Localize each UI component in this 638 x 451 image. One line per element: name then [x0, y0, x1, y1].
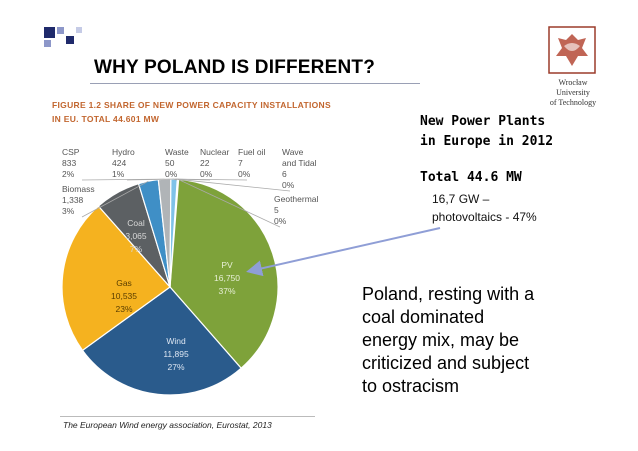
pie-slices	[61, 178, 279, 396]
label-coal-percent: 7%	[130, 244, 143, 254]
pie-slice-wind	[81, 286, 242, 396]
leader-line-wave-and-tidal	[176, 178, 291, 192]
pie-slice-gas	[61, 205, 171, 352]
university-name: Wrocław University of Technology	[538, 78, 608, 108]
label-geothermal-percent: 0%	[274, 216, 287, 226]
label-wave-name-line2: and Tidal	[282, 158, 317, 168]
label-fueloil-name: Fuel oil	[238, 147, 266, 157]
corner-square-1	[44, 27, 55, 38]
label-gas-value: 10,535	[111, 291, 137, 301]
label-wave-percent: 0%	[282, 180, 295, 190]
university-name-line: Wrocław	[558, 78, 588, 87]
pointer-arrow-line	[246, 227, 441, 277]
poland-statement: Poland, resting with a coal dominated en…	[362, 283, 582, 398]
label-nuclear-name: Nuclear	[200, 147, 229, 157]
external-labels: CSP 833 2% Hydro 424 1% Waste 50 0% Nucl…	[62, 147, 319, 226]
leader-lines	[81, 178, 291, 228]
label-geothermal-name: Geothermal	[274, 194, 319, 204]
slide-title: WHY POLAND IS DIFFERENT?	[94, 57, 376, 78]
label-csp-percent: 2%	[62, 169, 75, 179]
label-wind-name: Wind	[166, 336, 186, 346]
poland-statement-line: coal dominated	[362, 307, 485, 327]
label-pv-percent: 37%	[218, 286, 235, 296]
leader-line-geothermal	[177, 178, 281, 228]
poland-statement-line: Poland, resting with a	[362, 284, 535, 304]
pie-slice-pv	[169, 178, 279, 370]
info-pv: 16,7 GW – photovoltaics - 47%	[432, 190, 537, 226]
university-logo-icon	[548, 26, 596, 74]
label-pv-value: 16,750	[214, 273, 240, 283]
info-box: New Power Plants in Europe in 2012 Total…	[420, 112, 553, 188]
figure-caption-line: IN EU. TOTAL 44.601 MW	[52, 114, 160, 124]
label-pv-name: PV	[221, 260, 233, 270]
leader-line-fuel-oil	[175, 178, 248, 181]
figure-caption-line: FIGURE 1.2 SHARE OF NEW POWER CAPACITY I…	[52, 100, 331, 110]
label-wave-value: 6	[282, 169, 287, 179]
label-hydro-name: Hydro	[112, 147, 135, 157]
label-hydro-percent: 1%	[112, 169, 125, 179]
label-nuclear-percent: 0%	[200, 169, 213, 179]
leader-line-waste	[172, 178, 178, 181]
label-waste-value: 50	[165, 158, 175, 168]
label-wave-name-line1: Wave	[282, 147, 304, 157]
corner-square-5	[76, 27, 82, 33]
label-wind-value: 11,895	[163, 349, 189, 359]
label-biomass-value: 1,338	[62, 195, 84, 205]
corner-square-2	[57, 27, 64, 34]
university-name-line: of Technology	[549, 98, 597, 107]
label-coal-name: Coal	[127, 218, 145, 228]
label-fueloil-value: 7	[238, 158, 243, 168]
label-gas-percent: 23%	[115, 304, 132, 314]
label-fueloil-percent: 0%	[238, 169, 251, 179]
poland-statement-line: to ostracism	[362, 376, 460, 396]
leader-line-hydro	[126, 178, 175, 181]
corner-square-3	[44, 40, 51, 47]
source-divider	[60, 416, 315, 417]
university-name-line: University	[556, 88, 590, 97]
info-line1: New Power Plants	[420, 114, 546, 129]
info-pv-line2: photovoltaics - 47%	[432, 210, 537, 224]
label-biomass-name: Biomass	[62, 184, 95, 194]
label-gas-name: Gas	[116, 278, 132, 288]
info-pv-line1: 16,7 GW –	[432, 192, 490, 206]
label-geothermal-value: 5	[274, 205, 279, 215]
label-hydro-value: 424	[112, 158, 126, 168]
label-waste-percent: 0%	[165, 169, 178, 179]
poland-statement-line: criticized and subject	[362, 353, 530, 373]
label-wind-percent: 27%	[167, 362, 184, 372]
label-nuclear-value: 22	[200, 158, 210, 168]
label-biomass-percent: 3%	[62, 206, 75, 216]
info-line2: in Europe in 2012	[420, 134, 554, 149]
label-csp-value: 833	[62, 158, 76, 168]
internal-labels: PV 16,750 37% Wind 11,895 27% Gas 10,535…	[111, 218, 240, 372]
label-csp-name: CSP	[62, 147, 80, 157]
label-waste-name: Waste	[165, 147, 189, 157]
leader-line-biomass	[81, 180, 149, 218]
pie-chart: CSP 833 2% Hydro 424 1% Waste 50 0% Nucl…	[61, 147, 319, 396]
title-divider	[90, 83, 420, 84]
info-total: Total 44.6 MW	[420, 170, 522, 185]
poland-statement-line: energy mix, may be	[362, 330, 520, 350]
source-note: The European Wind energy association, Eu…	[63, 420, 272, 430]
label-coal-value: 3,065	[125, 231, 147, 241]
figure-caption: FIGURE 1.2 SHARE OF NEW POWER CAPACITY I…	[52, 98, 331, 126]
corner-square-4	[66, 36, 74, 44]
